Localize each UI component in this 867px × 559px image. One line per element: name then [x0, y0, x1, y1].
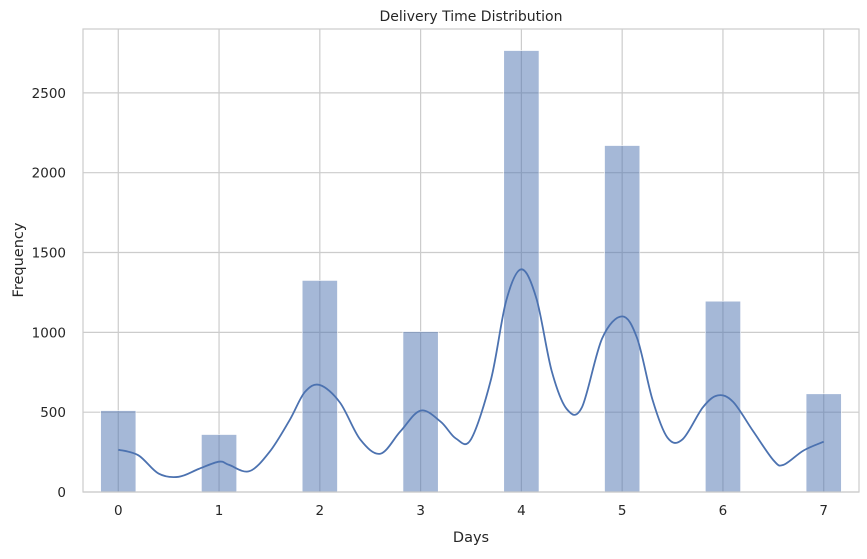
histogram-bars — [100, 50, 842, 493]
x-tick-label: 3 — [416, 503, 425, 519]
y-tick-label: 500 — [40, 405, 66, 421]
x-axis-label: Days — [453, 530, 489, 546]
y-tick-label: 1000 — [32, 325, 66, 341]
kde-curve — [118, 268, 825, 479]
y-tick-label: 2500 — [32, 86, 66, 102]
histogram-bar — [805, 393, 842, 493]
histogram-bar — [201, 434, 237, 493]
x-tick-label: 1 — [215, 503, 224, 519]
y-tick-label: 2000 — [32, 166, 66, 182]
histogram-bar — [301, 280, 338, 493]
plot-frame — [82, 28, 860, 493]
x-tick-labels: 0 1 2 3 4 5 6 7 — [114, 503, 828, 519]
histogram-bar — [100, 410, 137, 493]
histogram-bar — [503, 50, 540, 493]
histogram-bar — [604, 145, 641, 493]
plot-background — [83, 29, 859, 492]
x-tick-label: 7 — [819, 503, 828, 519]
x-tick-label: 6 — [719, 503, 728, 519]
x-tick-label: 4 — [517, 503, 526, 519]
y-tick-label: 0 — [57, 485, 66, 501]
x-tick-label: 0 — [114, 503, 123, 519]
chart-title: Delivery Time Distribution — [380, 9, 563, 25]
y-tick-labels: 0 500 1000 1500 2000 2500 — [32, 86, 66, 501]
histogram-bar — [705, 300, 741, 493]
histogram-bar — [402, 331, 439, 493]
x-tick-label: 5 — [618, 503, 627, 519]
y-axis-label: Frequency — [11, 222, 27, 297]
x-tick-label: 2 — [316, 503, 325, 519]
y-tick-label: 1500 — [32, 246, 66, 262]
